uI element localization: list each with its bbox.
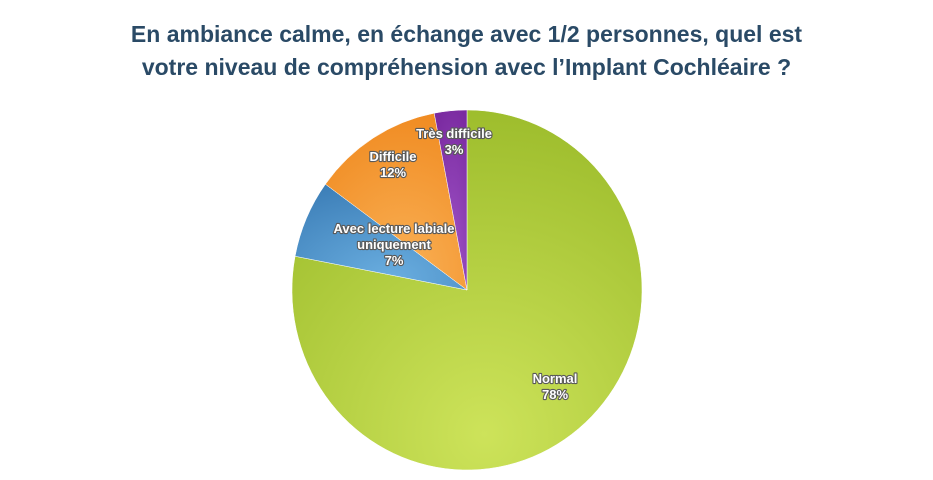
pie-slices bbox=[291, 109, 643, 471]
slice-label: Avec lecture labiale uniquement 7% bbox=[334, 221, 455, 268]
pie-labels: Normal 78% Avec lecture labiale uniquement 7… bbox=[332, 125, 578, 403]
chart-title-line-1: En ambiance calme, en échange avec 1/2 p… bbox=[130, 21, 803, 47]
slice-label: Normal 78% bbox=[533, 371, 578, 402]
slice-label: Difficile 12% bbox=[370, 149, 417, 180]
slice-label: Très difficile 3% bbox=[416, 126, 492, 157]
pie-slice bbox=[291, 109, 643, 471]
chart-title-line-2: votre niveau de compréhension avec l’Imp… bbox=[141, 54, 792, 80]
pie-slice bbox=[433, 109, 468, 291]
chart-title: En ambiance calme, en échange avec 1/2 p… bbox=[0, 18, 933, 84]
pie-slice bbox=[325, 112, 468, 291]
